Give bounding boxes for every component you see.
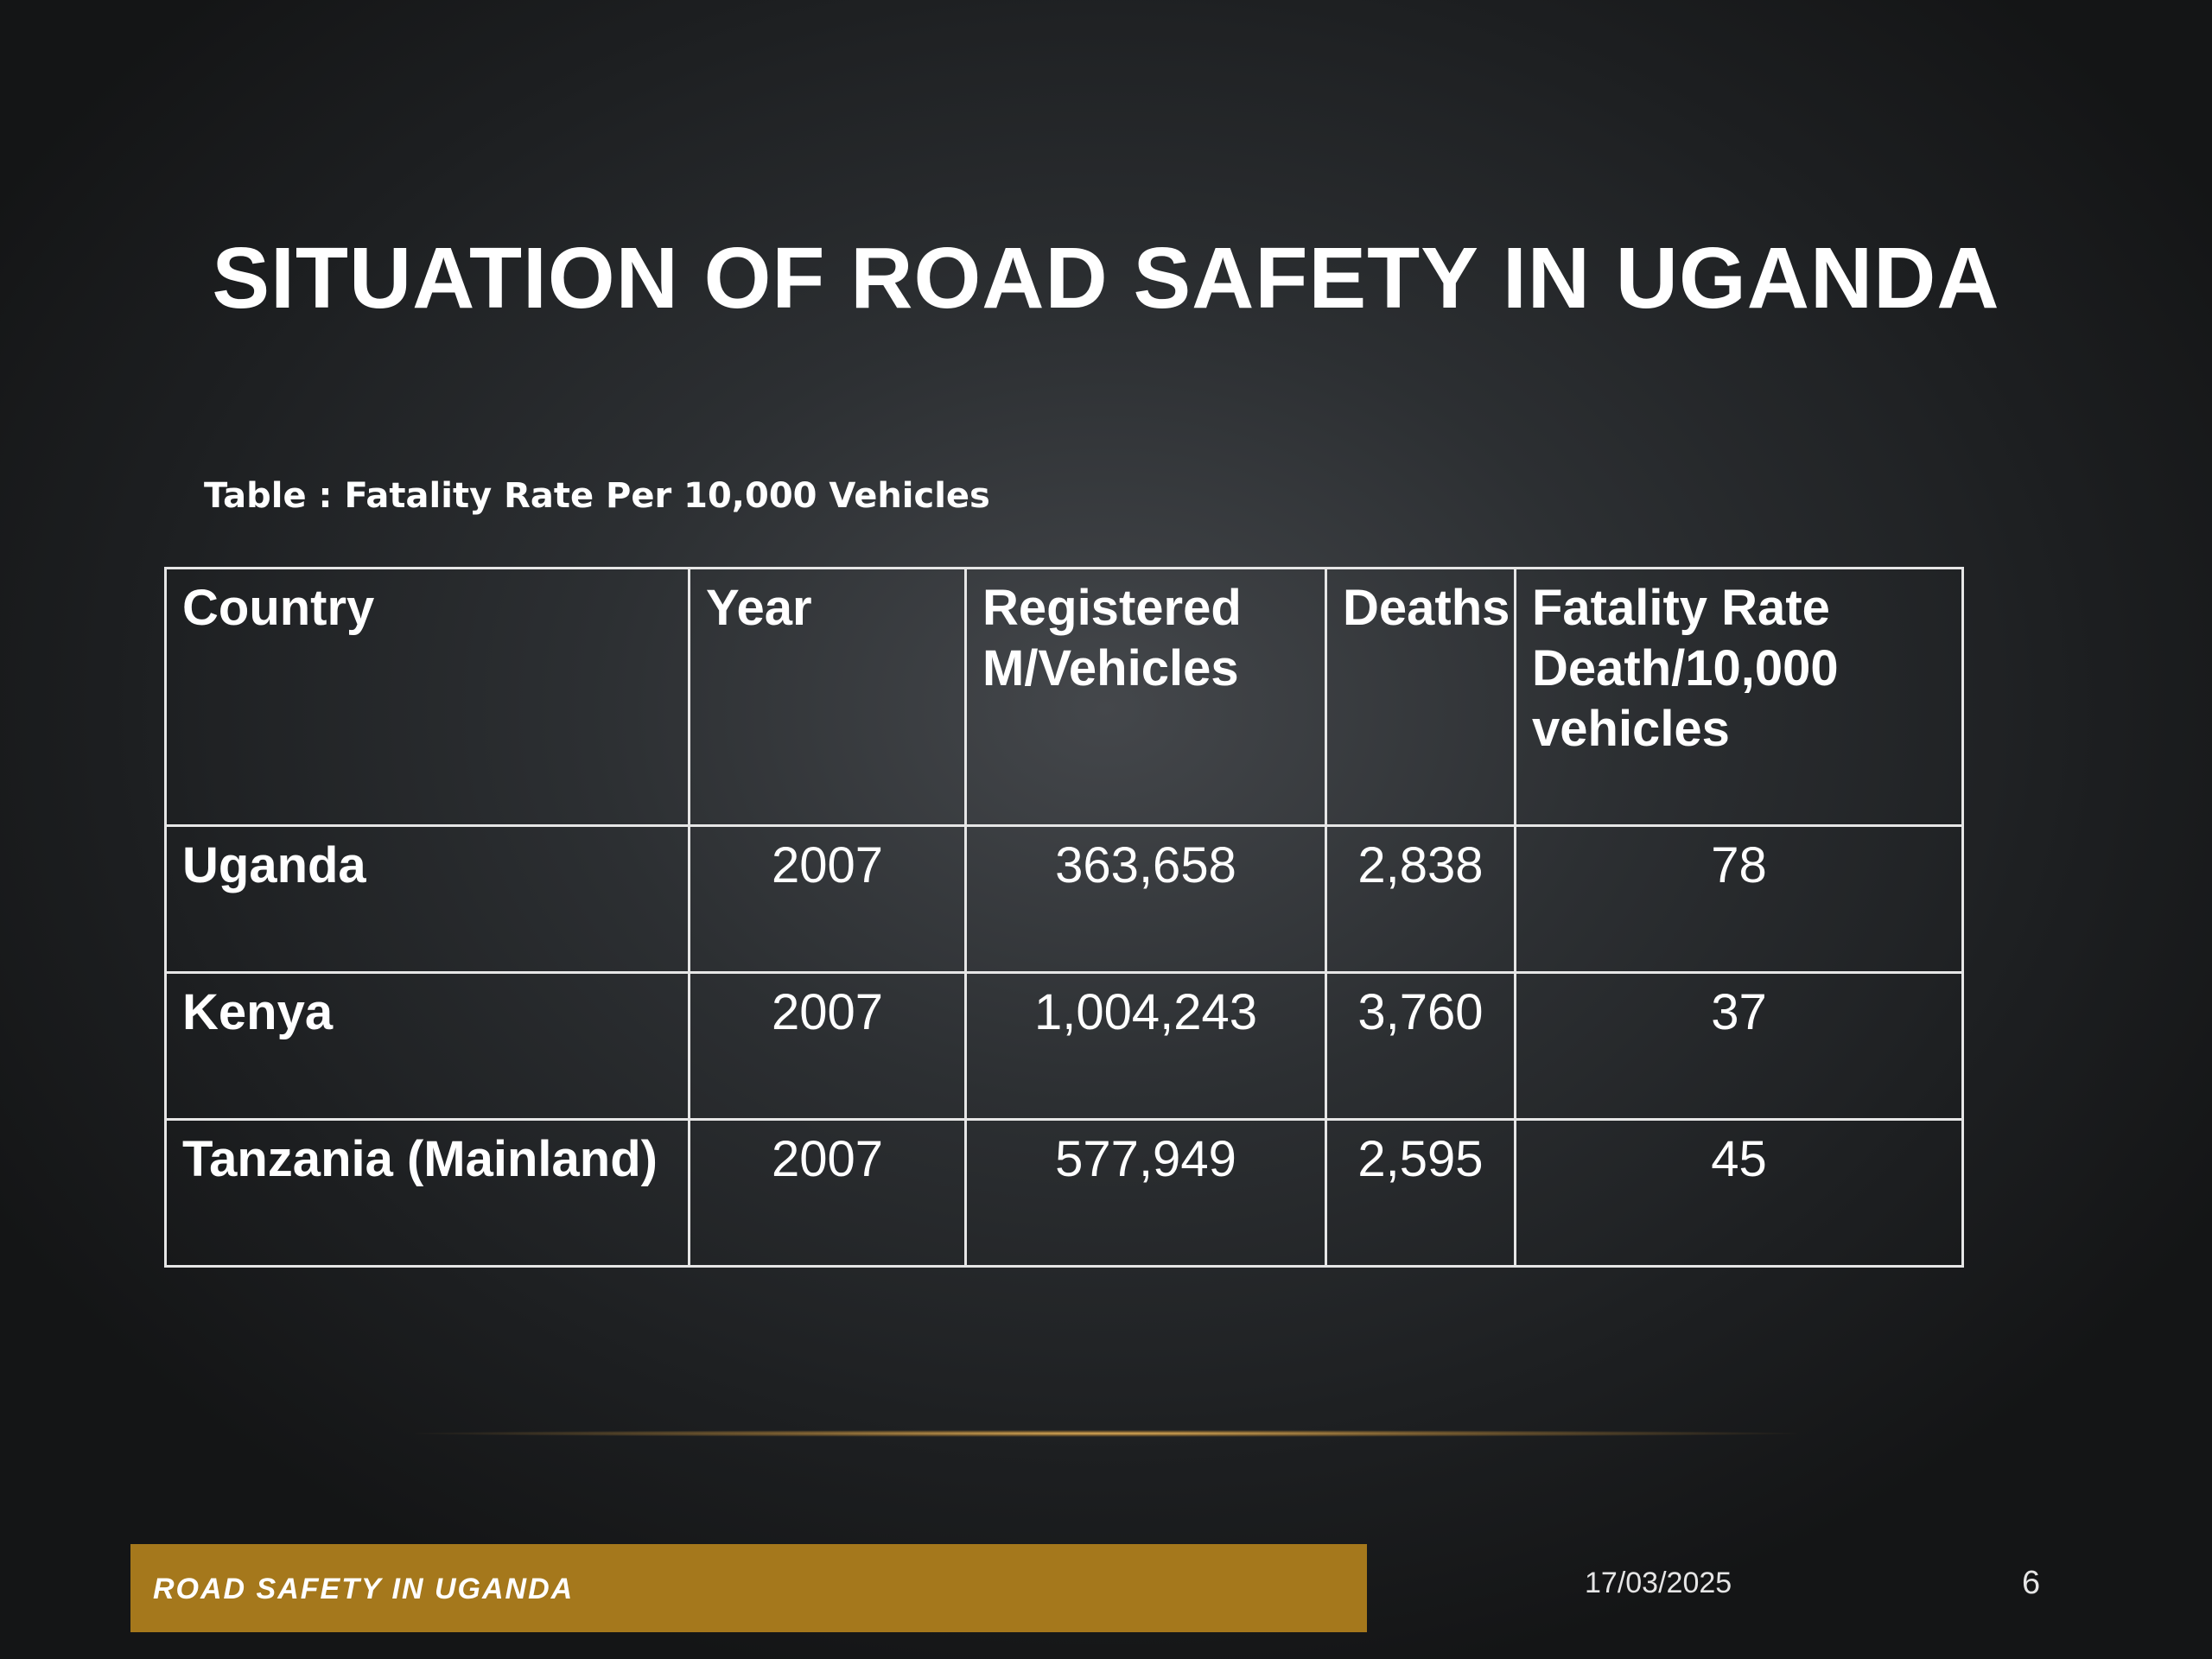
- cell-deaths: 2,838: [1325, 824, 1516, 974]
- slide-number: 6: [2022, 1565, 2041, 1601]
- cell-deaths: 3,760: [1325, 971, 1516, 1121]
- table-row: Uganda 2007 363,658 2,838 78: [164, 824, 1964, 974]
- column-header-year: Year: [688, 567, 967, 827]
- cell-year: 2007: [688, 971, 967, 1121]
- column-header-deaths: Deaths: [1325, 567, 1516, 827]
- cell-year: 2007: [688, 824, 967, 974]
- footer-date: 17/03/2025: [1585, 1567, 1732, 1599]
- column-header-registered-vehicles: Registered M/Vehicles: [964, 567, 1327, 827]
- table-caption: Table : Fatality Rate Per 10,000 Vehicle…: [204, 476, 990, 516]
- cell-registered-vehicles: 577,949: [964, 1118, 1327, 1268]
- cell-country: Tanzania (Mainland): [164, 1118, 690, 1268]
- decorative-gold-divider: [415, 1430, 1797, 1437]
- fatality-rate-table: Country Year Registered M/Vehicles Death…: [164, 567, 1964, 1268]
- cell-fatality-rate: 37: [1514, 971, 1964, 1121]
- cell-registered-vehicles: 1,004,243: [964, 971, 1327, 1121]
- column-header-fatality-rate: Fatality Rate Death/10,000 vehicles: [1514, 567, 1964, 827]
- cell-country: Kenya: [164, 971, 690, 1121]
- footer-bar: ROAD SAFETY IN UGANDA: [130, 1544, 1367, 1632]
- slide-title: SITUATION OF ROAD SAFETY IN UGANDA: [212, 230, 2000, 327]
- table-row: Kenya 2007 1,004,243 3,760 37: [164, 971, 1964, 1121]
- table-row: Tanzania (Mainland) 2007 577,949 2,595 4…: [164, 1118, 1964, 1268]
- cell-country: Uganda: [164, 824, 690, 974]
- table-header-row: Country Year Registered M/Vehicles Death…: [164, 567, 1964, 827]
- cell-deaths: 2,595: [1325, 1118, 1516, 1268]
- cell-registered-vehicles: 363,658: [964, 824, 1327, 974]
- cell-fatality-rate: 45: [1514, 1118, 1964, 1268]
- footer-label: ROAD SAFETY IN UGANDA: [153, 1573, 575, 1605]
- cell-fatality-rate: 78: [1514, 824, 1964, 974]
- column-header-country: Country: [164, 567, 690, 827]
- cell-year: 2007: [688, 1118, 967, 1268]
